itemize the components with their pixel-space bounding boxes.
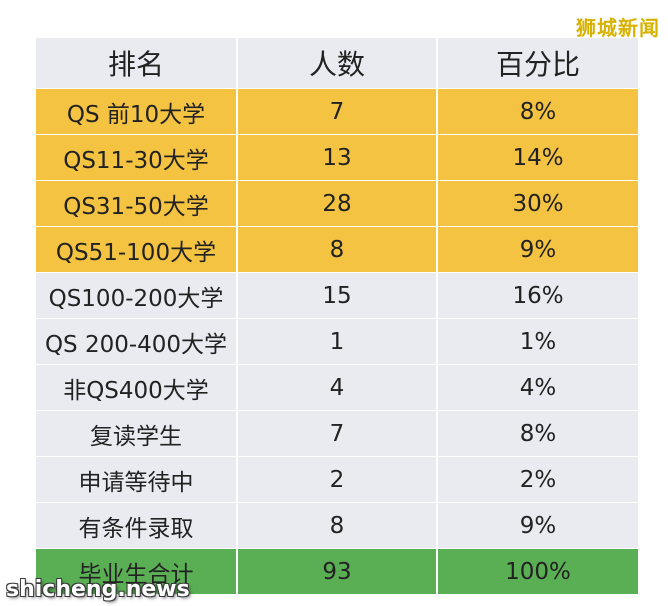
- table-row: QS 前10大学 7 8%: [36, 89, 638, 135]
- rank-cell: QS100-200大学: [36, 273, 238, 318]
- rank-cell: 毕业生合计: [36, 549, 238, 594]
- percent-cell: 9%: [438, 227, 638, 272]
- header-count: 人数: [238, 38, 438, 88]
- percent-cell: 30%: [438, 181, 638, 226]
- count-cell: 7: [238, 411, 438, 456]
- rank-cell: 申请等待中: [36, 457, 238, 502]
- table-row: 申请等待中 2 2%: [36, 457, 638, 503]
- count-cell: 13: [238, 135, 438, 180]
- percent-cell: 8%: [438, 411, 638, 456]
- header-percent: 百分比: [438, 38, 638, 88]
- table-row: QS51-100大学 8 9%: [36, 227, 638, 273]
- percent-cell: 2%: [438, 457, 638, 502]
- table-row: QS31-50大学 28 30%: [36, 181, 638, 227]
- count-cell: 93: [238, 549, 438, 594]
- rank-cell: 有条件录取: [36, 503, 238, 548]
- rank-cell: 复读学生: [36, 411, 238, 456]
- percent-cell: 4%: [438, 365, 638, 410]
- count-cell: 8: [238, 503, 438, 548]
- count-cell: 8: [238, 227, 438, 272]
- ranking-table: 排名 人数 百分比 QS 前10大学 7 8% QS11-30大学 13 14%…: [36, 38, 638, 595]
- table-total-row: 毕业生合计 93 100%: [36, 549, 638, 595]
- table-row: 有条件录取 8 9%: [36, 503, 638, 549]
- percent-cell: 8%: [438, 89, 638, 134]
- percent-cell: 14%: [438, 135, 638, 180]
- table-row: QS 200-400大学 1 1%: [36, 319, 638, 365]
- rank-cell: 非QS400大学: [36, 365, 238, 410]
- count-cell: 28: [238, 181, 438, 226]
- count-cell: 4: [238, 365, 438, 410]
- rank-cell: QS 前10大学: [36, 89, 238, 134]
- table-row: QS11-30大学 13 14%: [36, 135, 638, 181]
- percent-cell: 16%: [438, 273, 638, 318]
- table-row: 非QS400大学 4 4%: [36, 365, 638, 411]
- header-rank: 排名: [36, 38, 238, 88]
- count-cell: 1: [238, 319, 438, 364]
- watermark-site-text: shicheng.news: [6, 577, 190, 602]
- watermark-logo-text: 狮城新闻: [576, 16, 660, 40]
- percent-cell: 1%: [438, 319, 638, 364]
- percent-cell: 100%: [438, 549, 638, 594]
- rank-cell: QS51-100大学: [36, 227, 238, 272]
- table-header-row: 排名 人数 百分比: [36, 38, 638, 89]
- table-row: QS100-200大学 15 16%: [36, 273, 638, 319]
- count-cell: 7: [238, 89, 438, 134]
- rank-cell: QS11-30大学: [36, 135, 238, 180]
- rank-cell: QS31-50大学: [36, 181, 238, 226]
- rank-cell: QS 200-400大学: [36, 319, 238, 364]
- count-cell: 15: [238, 273, 438, 318]
- table-row: 复读学生 7 8%: [36, 411, 638, 457]
- percent-cell: 9%: [438, 503, 638, 548]
- count-cell: 2: [238, 457, 438, 502]
